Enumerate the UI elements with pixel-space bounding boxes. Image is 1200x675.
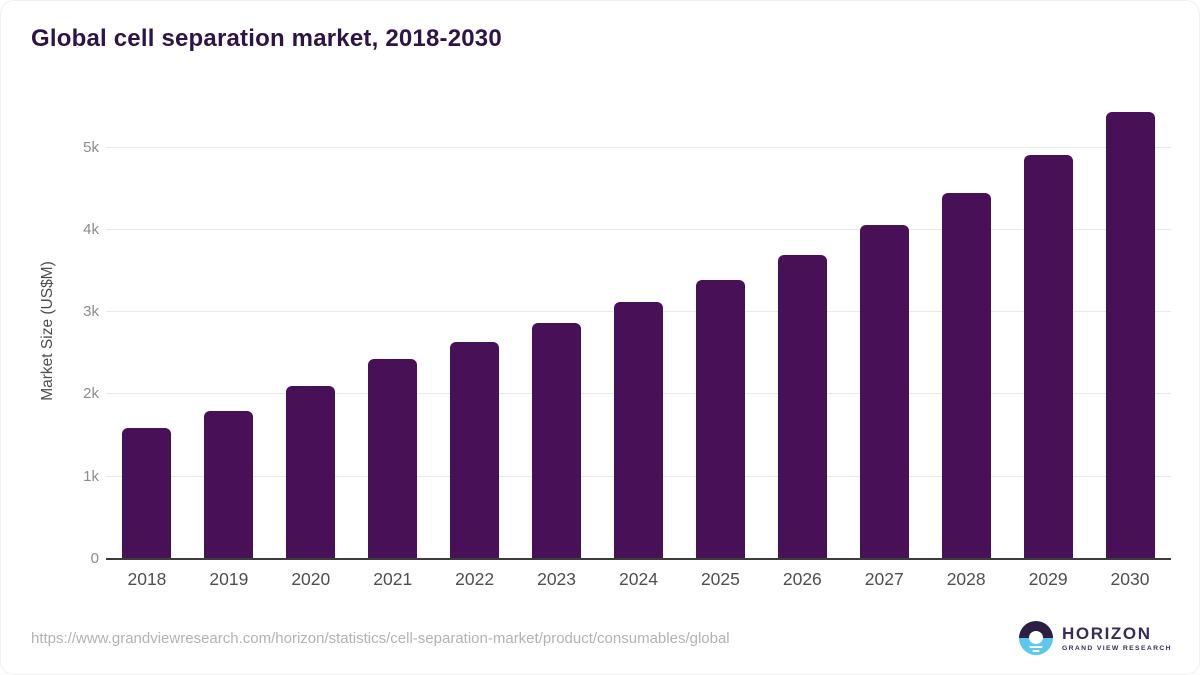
x-tick-label-2026: 2026 [782,569,822,589]
horizon-logo: HORIZON GRAND VIEW RESEARCH [1019,621,1172,655]
bar-2024 [613,302,663,559]
bar-slot-2018 [106,101,188,559]
x-tick-label-2025: 2025 [700,569,740,589]
bar-slot-2020 [270,101,352,559]
bar-slot-2026 [761,101,843,559]
plot-area [106,101,1171,560]
x-tick-label-2023: 2023 [537,569,577,589]
horizon-logo-icon [1019,621,1053,655]
logo-subtitle: GRAND VIEW RESEARCH [1062,644,1172,652]
bar-2028 [941,192,991,559]
y-tick-label-0: 0 [90,550,99,567]
bar-slot-2028 [925,101,1007,559]
logo-text: HORIZON GRAND VIEW RESEARCH [1062,625,1172,652]
x-tick-label-2021: 2021 [373,569,413,589]
chart-title: Global cell separation market, 2018-2030 [31,25,502,52]
bar-2018 [122,428,172,559]
bar-2027 [859,224,909,559]
bar-2026 [777,254,827,559]
bar-2021 [368,359,418,559]
logo-wordmark: HORIZON [1062,623,1152,643]
bar-2023 [532,322,582,559]
gridline-4k [106,228,1171,230]
x-tick-label-2030: 2030 [1110,569,1150,589]
x-tick-label-2018: 2018 [127,569,167,589]
bar-2020 [286,386,336,559]
bar-2022 [450,341,500,559]
bar-slot-2023 [516,101,598,559]
y-axis-title: Market Size (US$M) [39,261,56,401]
y-tick-label-3k: 3k [83,303,99,321]
bar-2025 [695,280,745,559]
y-tick-label-2k: 2k [83,385,99,403]
x-tick-label-2028: 2028 [946,569,986,589]
bar-2029 [1023,154,1073,559]
x-tick-label-2020: 2020 [291,569,331,589]
bar-slot-2027 [843,101,925,559]
bar-slot-2030 [1089,101,1171,559]
bars [106,101,1171,559]
bar-slot-2021 [352,101,434,559]
x-tick-label-2027: 2027 [864,569,904,589]
x-tick-label-2019: 2019 [209,569,249,589]
wave-line-icon [1029,645,1043,648]
bar-2030 [1105,112,1155,559]
y-tick-label-5k: 5k [83,138,99,156]
gridline-5k [106,146,1171,148]
bar-slot-2019 [188,101,270,559]
bar-slot-2022 [434,101,516,559]
x-tick-label-2029: 2029 [1028,569,1068,589]
x-axis-tick-labels: 2018 2019 2020 2021 2022 2023 2024 2025 2026 2027… [106,569,1171,590]
y-tick-label-4k: 4k [83,220,99,238]
x-tick-label-2024: 2024 [619,569,658,589]
source-url: https://www.grandviewresearch.com/horizo… [31,630,730,647]
bar-slot-2025 [679,101,761,559]
sun-icon [1029,631,1043,644]
wave-line-icon [1032,649,1040,652]
bar-2019 [204,410,254,559]
x-tick-label-2022: 2022 [455,569,495,589]
x-axis-line [106,558,1171,560]
y-tick-label-1k: 1k [83,467,99,485]
bar-slot-2024 [598,101,680,559]
bar-slot-2029 [1007,101,1089,559]
